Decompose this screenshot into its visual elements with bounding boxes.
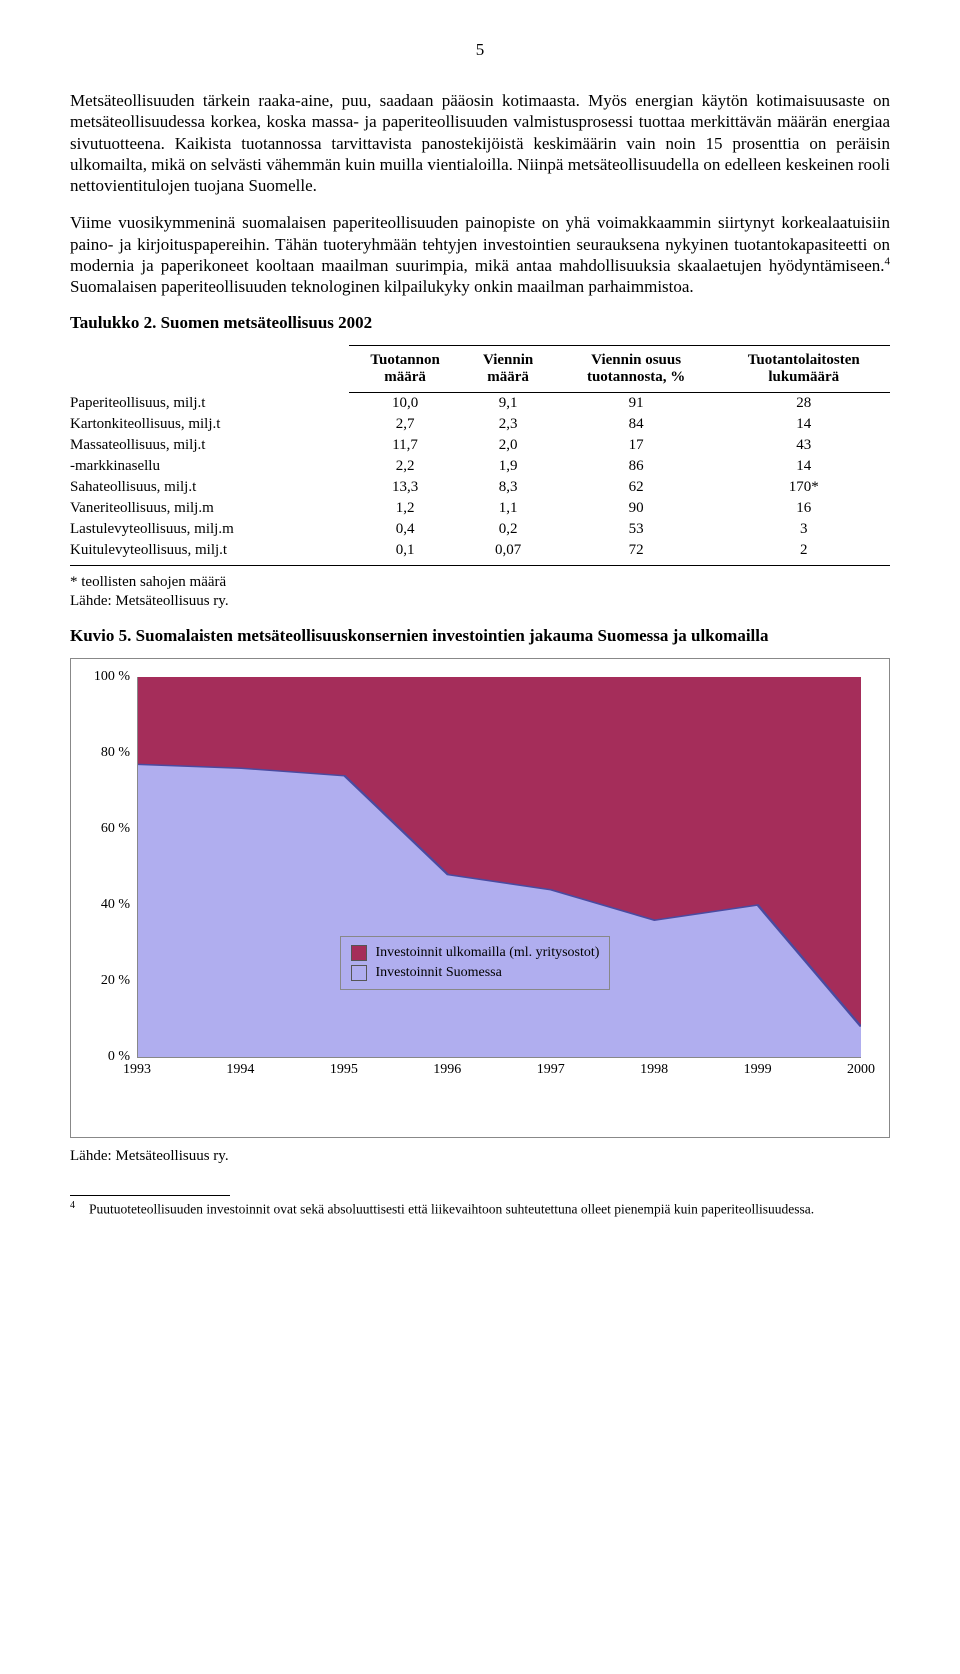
- table-row-label: Massateollisuus, milj.t: [70, 435, 349, 456]
- table2-title-rest: Suomen metsäteollisuus 2002: [156, 313, 372, 332]
- legend-swatch: [351, 945, 367, 961]
- table-row: Vaneriteollisuus, milj.m1,21,19016: [70, 498, 890, 519]
- kuvio5-legend-item: Investoinnit Suomessa: [351, 963, 599, 983]
- table-cell: 28: [717, 393, 890, 415]
- kuvio5-legend: Investoinnit ulkomailla (ml. yritysostot…: [340, 936, 610, 990]
- kuvio5-legend-item: Investoinnit ulkomailla (ml. yritysostot…: [351, 943, 599, 963]
- kuvio5-ylabel: 20 %: [84, 973, 130, 989]
- table2-title-lead: Taulukko 2.: [70, 313, 156, 332]
- table-row-label: Paperiteollisuus, milj.t: [70, 393, 349, 415]
- table2-h1: Tuotannon määrä: [349, 346, 462, 393]
- endnote-4-num: 4: [70, 1200, 75, 1211]
- legend-swatch: [351, 965, 367, 981]
- paragraph-2: Viime vuosikymmeninä suomalaisen paperit…: [70, 212, 890, 297]
- table-row: Sahateollisuus, milj.t13,38,362170*: [70, 477, 890, 498]
- table-cell: 2,0: [461, 435, 554, 456]
- table-cell: 17: [555, 435, 718, 456]
- table2-footnote-1: * teollisten sahojen määrä: [70, 574, 890, 591]
- table-cell: 14: [717, 456, 890, 477]
- paragraph-2b-text: Suomalaisen paperiteollisuuden teknologi…: [70, 277, 694, 296]
- kuvio5-ylabel: 100 %: [84, 669, 130, 685]
- kuvio5-source: Lähde: Metsäteollisuus ry.: [70, 1148, 890, 1165]
- table-cell: 1,2: [349, 498, 462, 519]
- table2: Tuotannon määrä Viennin määrä Viennin os…: [70, 345, 890, 566]
- table-cell: 16: [717, 498, 890, 519]
- table-cell: 0,2: [461, 519, 554, 540]
- table-row-label: Sahateollisuus, milj.t: [70, 477, 349, 498]
- table-row: Kuitulevyteollisuus, milj.t0,10,07722: [70, 540, 890, 566]
- table-cell: 91: [555, 393, 718, 415]
- table2-footnote-2: Lähde: Metsäteollisuus ry.: [70, 593, 890, 610]
- table-cell: 53: [555, 519, 718, 540]
- footnote-separator: [70, 1195, 230, 1196]
- table-row-label: Kartonkiteollisuus, milj.t: [70, 414, 349, 435]
- table2-h4: Tuotantolaitosten lukumäärä: [717, 346, 890, 393]
- table-cell: 2: [717, 540, 890, 566]
- table-cell: 8,3: [461, 477, 554, 498]
- table-row: Lastulevyteollisuus, milj.m0,40,2533: [70, 519, 890, 540]
- kuvio5-xlabel: 1997: [537, 1062, 565, 1078]
- table2-title: Taulukko 2. Suomen metsäteollisuus 2002: [70, 313, 890, 333]
- endnote-4-text: Puutuoteteollisuuden investoinnit ovat s…: [89, 1202, 814, 1217]
- paragraph-1: Metsäteollisuuden tärkein raaka-aine, pu…: [70, 90, 890, 196]
- kuvio5-xlabel: 1994: [226, 1062, 254, 1078]
- kuvio5-title: Kuvio 5. Suomalaisten metsäteollisuuskon…: [70, 626, 890, 646]
- kuvio5-ylabel: 80 %: [84, 745, 130, 761]
- table-cell: 2,7: [349, 414, 462, 435]
- table-cell: 62: [555, 477, 718, 498]
- table-cell: 43: [717, 435, 890, 456]
- table-cell: 1,9: [461, 456, 554, 477]
- table-row: Massateollisuus, milj.t11,72,01743: [70, 435, 890, 456]
- table-row-label: Vaneriteollisuus, milj.m: [70, 498, 349, 519]
- footnote-ref-4: 4: [885, 255, 891, 267]
- kuvio5-xlabel: 1993: [123, 1062, 151, 1078]
- page-number: 5: [70, 40, 890, 60]
- table2-h2: Viennin määrä: [461, 346, 554, 393]
- table-cell: 1,1: [461, 498, 554, 519]
- table-row: Paperiteollisuus, milj.t10,09,19128: [70, 393, 890, 415]
- table-cell: 90: [555, 498, 718, 519]
- paragraph-2a-text: Viime vuosikymmeninä suomalaisen paperit…: [70, 213, 890, 275]
- kuvio5-ylabel: 60 %: [84, 821, 130, 837]
- table-row-label: Kuitulevyteollisuus, milj.t: [70, 540, 349, 566]
- kuvio5-xaxis: 19931994199519961997199819992000: [137, 1062, 861, 1084]
- table-cell: 10,0: [349, 393, 462, 415]
- table-cell: 0,4: [349, 519, 462, 540]
- table-cell: 11,7: [349, 435, 462, 456]
- table-row-label: -markkinasellu: [70, 456, 349, 477]
- kuvio5-ylabel: 40 %: [84, 897, 130, 913]
- table-row: -markkinasellu2,21,98614: [70, 456, 890, 477]
- kuvio5-xlabel: 1998: [640, 1062, 668, 1078]
- table-cell: 0,1: [349, 540, 462, 566]
- table-cell: 0,07: [461, 540, 554, 566]
- kuvio5-xlabel: 1999: [744, 1062, 772, 1078]
- table-cell: 2,2: [349, 456, 462, 477]
- kuvio5-chart: 0 %20 %40 %60 %80 %100 %Investoinnit ulk…: [70, 658, 890, 1138]
- endnote-4: 4 Puutuoteteollisuuden investoinnit ovat …: [70, 1200, 890, 1218]
- kuvio5-xlabel: 1996: [433, 1062, 461, 1078]
- table-cell: 13,3: [349, 477, 462, 498]
- table-cell: 84: [555, 414, 718, 435]
- table-cell: 14: [717, 414, 890, 435]
- kuvio5-title-lead: Kuvio 5.: [70, 626, 131, 645]
- table2-h3: Viennin osuus tuotannosta, %: [555, 346, 718, 393]
- table-cell: 86: [555, 456, 718, 477]
- table-cell: 72: [555, 540, 718, 566]
- table-cell: 3: [717, 519, 890, 540]
- table-cell: 9,1: [461, 393, 554, 415]
- kuvio5-title-rest: Suomalaisten metsäteollisuuskonsernien i…: [131, 626, 768, 645]
- legend-label: Investoinnit Suomessa: [375, 965, 501, 981]
- kuvio5-plot-area: 0 %20 %40 %60 %80 %100 %Investoinnit ulk…: [137, 677, 861, 1058]
- legend-label: Investoinnit ulkomailla (ml. yritysostot…: [375, 945, 599, 961]
- table-cell: 2,3: [461, 414, 554, 435]
- table-row-label: Lastulevyteollisuus, milj.m: [70, 519, 349, 540]
- kuvio5-xlabel: 1995: [330, 1062, 358, 1078]
- kuvio5-xlabel: 2000: [847, 1062, 875, 1078]
- table-row: Kartonkiteollisuus, milj.t2,72,38414: [70, 414, 890, 435]
- table-cell: 170*: [717, 477, 890, 498]
